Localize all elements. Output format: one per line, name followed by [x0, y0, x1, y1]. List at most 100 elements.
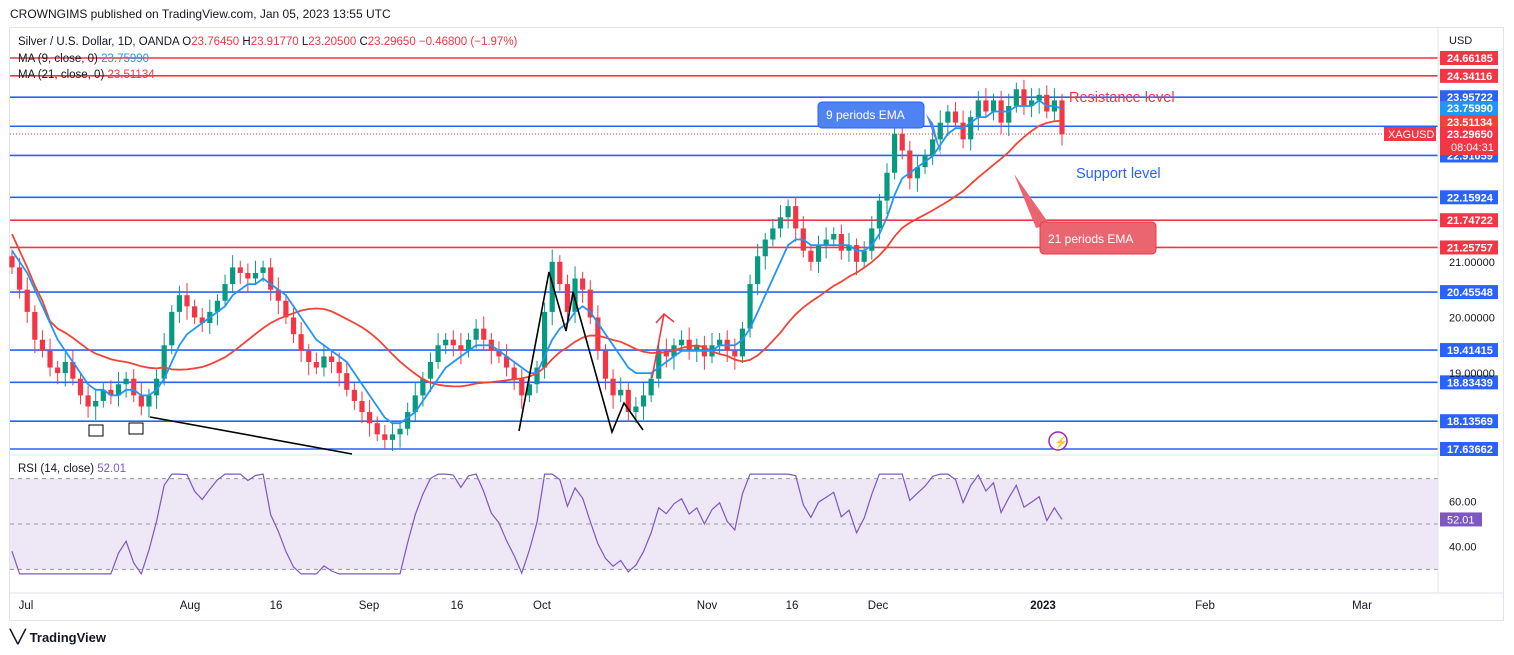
up-arrow-shaft: [651, 313, 665, 379]
level-tag-1: [1440, 68, 1498, 83]
legend-ohlc: Silver / U.S. Dollar, 1D, OANDA O23.7645…: [18, 36, 517, 48]
candle-body-81: [625, 389, 631, 413]
candle-body-97: [747, 284, 753, 329]
candle-body-89: [686, 339, 692, 351]
candle-body-123: [945, 111, 951, 123]
candle-body-126: [968, 117, 974, 140]
time-tick-5: Oct: [533, 600, 552, 612]
last-price-tag: [1440, 126, 1498, 155]
candle-body-110: [846, 245, 852, 251]
candle-body-50: [389, 434, 396, 440]
tradingview-footer[interactable]: ╲╱ TradingView: [10, 629, 106, 645]
candle-body-57: [443, 339, 449, 346]
candle-body-70: [542, 311, 548, 368]
candle-body-136: [1044, 94, 1050, 112]
candle-body-23: [184, 295, 190, 307]
candle-body-55: [427, 361, 434, 379]
ema9-callout-text: 9 periods EMA: [826, 108, 905, 122]
rsi-tick-60: 60.00: [1449, 496, 1477, 508]
legend-close-label: C: [359, 36, 368, 48]
time-tick-0: Jul: [19, 600, 34, 612]
last-price-text: 23.29650: [1447, 129, 1493, 141]
candle-body-67: [519, 378, 525, 396]
candle-body-4: [39, 339, 46, 351]
rsi-value-text: 52.01: [1447, 514, 1475, 526]
candle-body-10: [85, 395, 91, 407]
legend-ma9-label: MA (9, close, 0): [18, 53, 98, 65]
candle-body-109: [838, 233, 844, 251]
candle-body-83: [640, 395, 647, 407]
candle-body-42: [328, 356, 335, 362]
time-tick-2: 16: [270, 600, 283, 612]
candle-body-127: [975, 100, 981, 118]
candle-body-61: [473, 328, 479, 340]
candle-body-14: [115, 384, 122, 396]
candle-body-34: [268, 267, 274, 290]
zigzag-pattern: [518, 271, 644, 435]
legend-change: −0.46800 (−1.97%): [418, 36, 518, 48]
candle-body-100: [770, 228, 776, 240]
candle-body-24: [192, 306, 198, 318]
level-tag-8: [1440, 285, 1498, 300]
candle-body-118: [907, 150, 913, 179]
candle-body-133: [1021, 89, 1027, 106]
candle-body-95: [732, 350, 738, 357]
rsi-line: [11, 473, 1063, 576]
legend-low: 23.20500: [308, 36, 357, 48]
level-tag-text-7: 21.25757: [1447, 242, 1493, 254]
rsi-tick-40: 40.00: [1449, 542, 1477, 554]
candle-body-45: [351, 389, 357, 401]
ma-tag-0: [1440, 101, 1498, 116]
annotations: Resistance level Support level 9 periods E…: [817, 90, 1175, 255]
level-tag-9: [1440, 343, 1498, 358]
candle-body-47: [367, 412, 373, 424]
time-axis: Jul Aug 16 Sep 16 Oct Nov 16 Dec 2023 Feb Mar: [10, 592, 1503, 612]
candle-body-80: [618, 389, 624, 396]
candle-body-0: [9, 256, 15, 268]
candle-body-64: [496, 350, 502, 357]
candle-body-58: [450, 339, 456, 346]
ema9-callout: [817, 101, 925, 129]
candle-body-128: [983, 100, 989, 112]
candle-body-9: [77, 378, 84, 396]
candle-body-65: [503, 356, 510, 368]
candle-body-131: [1006, 105, 1012, 123]
candle-body-75: [580, 278, 586, 290]
time-tick-6: Nov: [697, 600, 718, 612]
candle-body-112: [861, 250, 867, 262]
candle-body-11: [93, 400, 99, 407]
candle-body-3: [32, 311, 38, 340]
candle-body-46: [359, 400, 365, 413]
chart-frame: [9, 27, 1504, 621]
ma-tag-1: [1440, 115, 1498, 130]
candle-body-96: [739, 328, 746, 357]
candle-body-99: [762, 239, 768, 257]
price-tick-0: 21.00000: [1449, 257, 1495, 269]
symbol-tag-text: XAGUSD: [1388, 129, 1435, 141]
candle-body-114: [876, 200, 882, 229]
ema21-callout-pointer: [1014, 174, 1050, 228]
rsi-pane: 60.00 40.00 52.01: [10, 454, 1482, 576]
candle-body-38: [298, 334, 304, 351]
candle-body-119: [914, 167, 921, 179]
candle-body-35: [275, 289, 281, 301]
candle-body-48: [374, 423, 380, 435]
candle-body-106: [815, 245, 822, 262]
candle-body-124: [952, 111, 959, 123]
candle-body-49: [382, 434, 388, 440]
candle-body-16: [131, 378, 137, 396]
ema9-callout-pointer: [926, 114, 942, 158]
candle-body-15: [123, 378, 129, 385]
rsi-value-tag: [1440, 512, 1482, 527]
candle-body-22: [176, 295, 182, 312]
candle-body-129: [990, 100, 997, 112]
level-tag-5: [1440, 190, 1498, 205]
moving-averages: [11, 99, 1063, 425]
candle-body-71: [549, 261, 555, 312]
candle-body-79: [610, 378, 616, 396]
price-tick-2: 19.00000: [1449, 368, 1495, 380]
candle-body-111: [853, 245, 860, 262]
level-tag-7: [1440, 240, 1498, 255]
candle-body-72: [557, 261, 563, 285]
